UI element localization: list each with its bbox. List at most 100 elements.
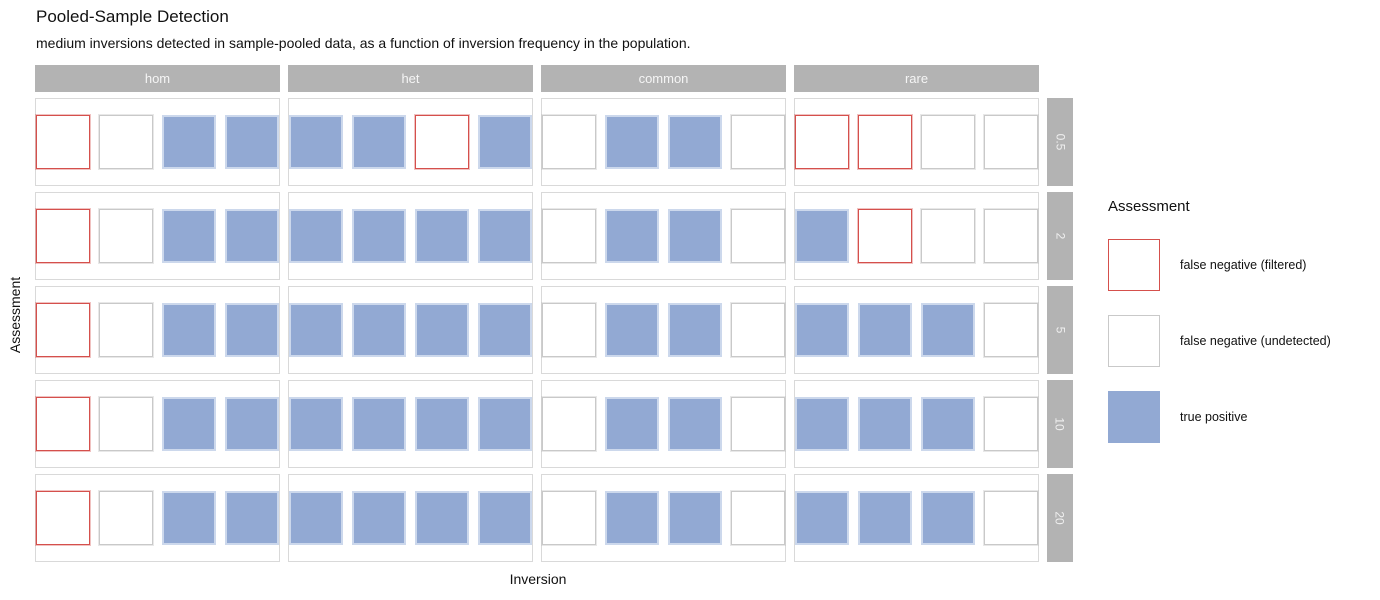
facet-panel-common-5: [541, 286, 786, 374]
facet-column-strip-het: het: [288, 65, 533, 92]
facet-row-strip-label: 2: [1053, 232, 1067, 240]
legend-title: Assessment: [1108, 198, 1190, 215]
tile-tp: [225, 303, 279, 357]
tile-tp: [668, 397, 722, 451]
facet-column-strip-label: rare: [904, 71, 929, 86]
tile-undetected: [731, 209, 785, 263]
tile-tp: [795, 303, 849, 357]
tile-tp: [225, 209, 279, 263]
tile-undetected: [542, 303, 596, 357]
tile-undetected: [731, 397, 785, 451]
legend-entry-label: false negative (filtered): [1180, 258, 1307, 272]
facet-row-strip-2: 2: [1047, 192, 1073, 280]
tile-undetected: [731, 115, 785, 169]
tile-tp: [225, 491, 279, 545]
facet-panel-rare-5: [794, 286, 1039, 374]
facet-row-strip-label: 0.5: [1053, 133, 1067, 151]
legend-entry-tp: true positive: [1108, 391, 1331, 443]
tile-undetected: [984, 491, 1038, 545]
tile-filtered: [858, 115, 912, 169]
tile-tp: [415, 303, 469, 357]
strip-corner-spacer: [1047, 65, 1073, 92]
tile-tp: [605, 491, 659, 545]
legend-key-undetected: [1108, 315, 1160, 367]
facet-panel-rare-20: [794, 474, 1039, 562]
tile-tp: [225, 115, 279, 169]
facet-row-strip-label: 20: [1052, 511, 1067, 525]
tile-tp: [795, 209, 849, 263]
tile-tp: [289, 209, 343, 263]
tile-tp: [162, 491, 216, 545]
tile-tp: [225, 397, 279, 451]
tile-tp: [478, 115, 532, 169]
tile-filtered: [36, 397, 90, 451]
legend-entry-filtered: false negative (filtered): [1108, 239, 1331, 291]
tile-tp: [858, 491, 912, 545]
legend-key-tp: [1108, 391, 1160, 443]
tile-tp: [668, 115, 722, 169]
tile-tp: [289, 303, 343, 357]
tile-filtered: [858, 209, 912, 263]
tile-undetected: [99, 491, 153, 545]
facet-panel-rare-0.5: [794, 98, 1039, 186]
facet-column-strip-rare: rare: [794, 65, 1039, 92]
tile-tp: [858, 303, 912, 357]
tile-filtered: [36, 303, 90, 357]
facet-panel-hom-5: [35, 286, 280, 374]
facet-panel-common-0.5: [541, 98, 786, 186]
tile-undetected: [542, 115, 596, 169]
tile-tp: [352, 303, 406, 357]
tile-tp: [289, 491, 343, 545]
facet-column-strip-label: het: [401, 71, 420, 86]
facet-panel-hom-10: [35, 380, 280, 468]
tile-tp: [352, 491, 406, 545]
legend-entries: false negative (filtered) false negative …: [1108, 239, 1331, 443]
tile-tp: [289, 397, 343, 451]
tile-tp: [478, 491, 532, 545]
tile-tp: [921, 397, 975, 451]
tile-tp: [478, 397, 532, 451]
legend-entry-undetected: false negative (undetected): [1108, 315, 1331, 367]
facet-panel-het-2: [288, 192, 533, 280]
tile-undetected: [542, 209, 596, 263]
tile-tp: [605, 209, 659, 263]
tile-tp: [921, 303, 975, 357]
y-axis-label: Assessment: [7, 276, 23, 354]
facet-panel-het-0.5: [288, 98, 533, 186]
tile-tp: [415, 397, 469, 451]
tile-tp: [605, 303, 659, 357]
tile-tp: [921, 491, 975, 545]
tile-undetected: [984, 209, 1038, 263]
tile-undetected: [984, 115, 1038, 169]
facet-panel-het-20: [288, 474, 533, 562]
tile-tp: [352, 115, 406, 169]
facet-panel-het-10: [288, 380, 533, 468]
tile-tp: [858, 397, 912, 451]
tile-tp: [415, 491, 469, 545]
facet-column-strip-common: common: [541, 65, 786, 92]
legend: Assessment false negative (filtered) fals…: [1108, 198, 1331, 467]
facet-grid: hom het common rare 0.5 2 5 10 20: [35, 65, 1073, 562]
legend-entry-label: true positive: [1180, 410, 1248, 424]
facet-panel-hom-0.5: [35, 98, 280, 186]
tile-tp: [162, 397, 216, 451]
facet-row-strip-label: 10: [1052, 417, 1067, 431]
tile-tp: [415, 209, 469, 263]
tile-undetected: [99, 303, 153, 357]
tile-filtered: [795, 115, 849, 169]
tile-undetected: [984, 303, 1038, 357]
x-axis-label: Inversion: [509, 571, 567, 587]
tile-tp: [795, 397, 849, 451]
facet-row-strip-0.5: 0.5: [1047, 98, 1073, 186]
tile-tp: [668, 209, 722, 263]
tile-undetected: [921, 115, 975, 169]
tile-filtered: [36, 209, 90, 263]
tile-undetected: [921, 209, 975, 263]
tile-undetected: [542, 491, 596, 545]
tile-tp: [605, 397, 659, 451]
facet-panel-hom-2: [35, 192, 280, 280]
facet-panel-hom-20: [35, 474, 280, 562]
tile-tp: [162, 115, 216, 169]
tile-tp: [605, 115, 659, 169]
